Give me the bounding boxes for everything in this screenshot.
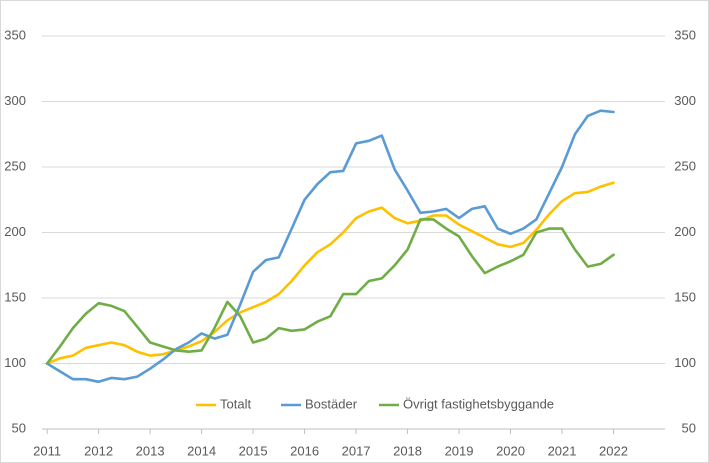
y2-tick-label: 50	[682, 420, 696, 435]
series-line	[45, 218, 615, 365]
x-tick-label: 2019	[445, 443, 474, 458]
y-tick-label: 200	[4, 224, 26, 239]
y2-tick-label: 200	[674, 224, 696, 239]
y2-tick-label: 100	[674, 355, 696, 370]
series-line	[45, 181, 615, 365]
series-line	[45, 109, 615, 384]
x-tick-label: 2018	[393, 443, 422, 458]
y-tick-label: 250	[4, 158, 26, 173]
x-tick-label: 2020	[496, 443, 525, 458]
y-tick-label: 300	[4, 93, 26, 108]
legend-label: Totalt	[220, 396, 251, 411]
y2-tick-label: 250	[674, 158, 696, 173]
y2-tick-label: 150	[674, 289, 696, 304]
x-tick-label: 2013	[136, 443, 165, 458]
legend-label: Bostäder	[305, 396, 358, 411]
x-tick-label: 2014	[187, 443, 216, 458]
y2-tick-label: 300	[674, 93, 696, 108]
y2-tick-label: 350	[674, 27, 696, 42]
x-tick-label: 2011	[33, 443, 61, 458]
x-tick-label: 2021	[548, 443, 577, 458]
x-tick-label: 2015	[239, 443, 268, 458]
x-tick-label: 2012	[84, 443, 113, 458]
x-tick-label: 2016	[290, 443, 319, 458]
legend-label: Övrigt fastighetsbyggande	[403, 396, 554, 411]
x-tick-label: 2022	[599, 443, 628, 458]
y-tick-label: 50	[12, 420, 26, 435]
x-tick-label: 2017	[342, 443, 371, 458]
y-tick-label: 100	[4, 355, 26, 370]
y-tick-label: 350	[4, 27, 26, 42]
y-tick-label: 150	[4, 289, 26, 304]
